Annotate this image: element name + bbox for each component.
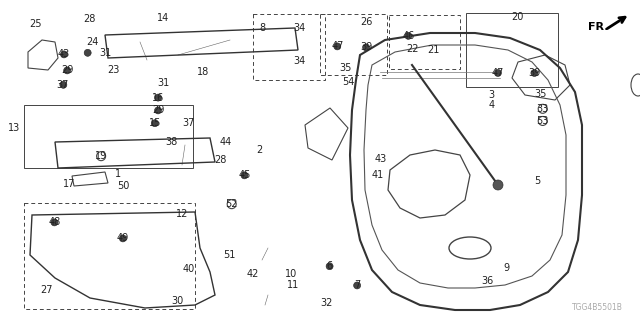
Circle shape: [354, 282, 360, 289]
Text: 26: 26: [360, 17, 372, 27]
Text: 53: 53: [536, 116, 549, 126]
Text: TGG4B5501B: TGG4B5501B: [572, 303, 623, 313]
Text: 47: 47: [492, 68, 504, 78]
Text: 8: 8: [259, 23, 266, 33]
Text: 14: 14: [157, 12, 170, 23]
Text: 3: 3: [488, 90, 495, 100]
Text: 44: 44: [219, 137, 232, 148]
Text: 41: 41: [371, 170, 384, 180]
Text: 30: 30: [172, 296, 184, 307]
Text: 7: 7: [354, 280, 360, 291]
Text: 23: 23: [108, 65, 120, 75]
Text: 12: 12: [176, 209, 189, 219]
Text: 4: 4: [488, 100, 495, 110]
Circle shape: [155, 94, 161, 101]
Circle shape: [152, 120, 158, 127]
Text: 28: 28: [214, 155, 227, 165]
Circle shape: [334, 43, 340, 50]
Circle shape: [363, 44, 369, 51]
Bar: [24, 105, 193, 168]
Text: 27: 27: [40, 284, 52, 295]
Bar: [389, 15, 460, 69]
Text: 32: 32: [320, 298, 333, 308]
Circle shape: [495, 69, 501, 76]
Text: 40: 40: [182, 264, 195, 275]
Text: 25: 25: [29, 19, 42, 29]
Bar: [320, 14, 387, 75]
Text: 6: 6: [326, 261, 333, 271]
Text: 16: 16: [152, 92, 164, 103]
Text: 20: 20: [511, 12, 524, 22]
Text: 18: 18: [197, 67, 210, 77]
Circle shape: [120, 235, 126, 242]
Text: FR.: FR.: [588, 22, 608, 32]
Text: 49: 49: [116, 233, 129, 244]
Text: 34: 34: [293, 23, 306, 33]
Circle shape: [241, 172, 248, 179]
Circle shape: [84, 49, 91, 56]
Bar: [253, 14, 325, 80]
Bar: [24, 203, 195, 309]
Text: 43: 43: [374, 154, 387, 164]
Text: 13: 13: [8, 123, 20, 133]
Text: 5: 5: [534, 176, 541, 186]
Text: 46: 46: [402, 31, 415, 41]
Bar: [466, 13, 558, 87]
Text: 43: 43: [58, 49, 70, 60]
Circle shape: [405, 32, 412, 39]
Text: 10: 10: [285, 268, 298, 279]
Text: 21: 21: [428, 44, 440, 55]
Text: 47: 47: [331, 41, 344, 52]
Text: 37: 37: [182, 118, 195, 128]
Text: 51: 51: [223, 250, 236, 260]
Circle shape: [326, 263, 333, 270]
Text: 17: 17: [63, 179, 76, 189]
Circle shape: [61, 51, 67, 58]
Text: 19: 19: [95, 151, 108, 161]
Text: 29: 29: [152, 105, 164, 116]
Text: 24: 24: [86, 36, 99, 47]
Circle shape: [51, 219, 58, 226]
Text: 39: 39: [360, 42, 372, 52]
Text: 2: 2: [256, 145, 262, 155]
Text: 52: 52: [225, 199, 238, 209]
Circle shape: [493, 180, 503, 190]
Circle shape: [64, 67, 70, 74]
Text: 35: 35: [534, 89, 547, 100]
Text: 35: 35: [339, 63, 352, 73]
Text: 45: 45: [238, 170, 251, 180]
Text: 50: 50: [116, 180, 129, 191]
Text: 54: 54: [342, 76, 355, 87]
Circle shape: [155, 107, 161, 114]
Text: 28: 28: [83, 14, 96, 24]
Circle shape: [531, 69, 538, 76]
Text: 37: 37: [56, 80, 69, 90]
Text: 42: 42: [246, 268, 259, 279]
Text: 36: 36: [481, 276, 494, 286]
Text: 39: 39: [528, 68, 541, 78]
Text: 31: 31: [157, 78, 170, 88]
Text: 38: 38: [165, 137, 178, 148]
Text: 31: 31: [99, 48, 112, 58]
Text: 15: 15: [148, 118, 161, 128]
Circle shape: [60, 81, 67, 88]
Text: 29: 29: [61, 65, 74, 76]
Text: 33: 33: [536, 104, 549, 114]
Text: 22: 22: [406, 44, 419, 54]
Text: 1: 1: [115, 169, 122, 180]
Text: 34: 34: [293, 56, 306, 66]
Text: 9: 9: [504, 263, 510, 273]
Text: 11: 11: [287, 280, 300, 291]
Text: 48: 48: [48, 217, 61, 228]
